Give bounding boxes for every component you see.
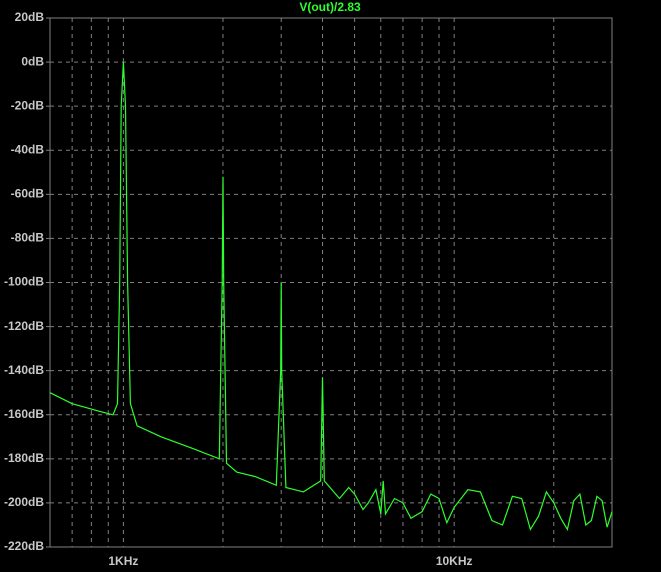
y-tick-label: 20dB bbox=[15, 10, 45, 24]
y-tick-label: -160dB bbox=[4, 407, 44, 421]
x-tick-label: 10KHz bbox=[436, 554, 473, 568]
x-tick-label: 1KHz bbox=[108, 554, 138, 568]
y-tick-label: -100dB bbox=[4, 275, 44, 289]
trace bbox=[49, 62, 613, 532]
y-tick-label: -220dB bbox=[4, 539, 44, 553]
y-tick-label: -40dB bbox=[11, 142, 45, 156]
y-tick-label: -20dB bbox=[11, 98, 45, 112]
y-tick-label: -80dB bbox=[11, 231, 45, 245]
y-tick-label: -120dB bbox=[4, 319, 44, 333]
y-tick-label: -140dB bbox=[4, 363, 44, 377]
trace-label: V(out)/2.83 bbox=[299, 0, 361, 14]
y-tick-label: -180dB bbox=[4, 451, 44, 465]
y-tick-label: 0dB bbox=[21, 54, 44, 68]
y-tick-label: -200dB bbox=[4, 495, 44, 509]
y-tick-label: -60dB bbox=[11, 187, 45, 201]
